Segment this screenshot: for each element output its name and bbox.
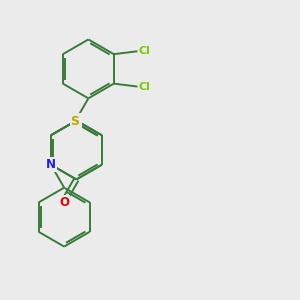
Text: Cl: Cl [139,82,151,92]
Text: N: N [71,114,81,127]
Text: N: N [46,158,56,171]
Text: O: O [59,196,69,209]
Text: Cl: Cl [139,46,151,56]
Text: S: S [70,115,80,128]
